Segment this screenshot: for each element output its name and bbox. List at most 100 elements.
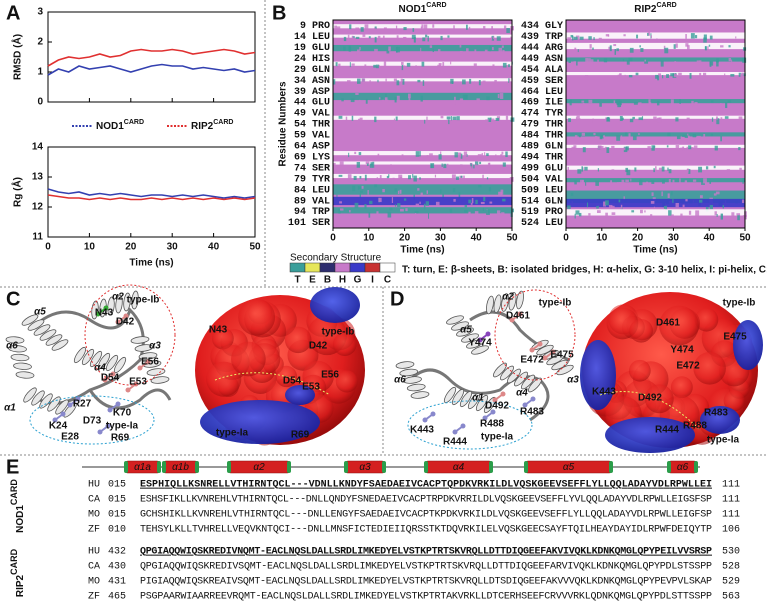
map-speck: [459, 153, 461, 157]
region-outline: [599, 391, 701, 431]
map-speck: [502, 62, 507, 68]
map-band: [333, 44, 512, 52]
map-speck: [369, 200, 373, 205]
map-speck: [708, 44, 711, 47]
map-speck: [616, 135, 621, 141]
helix-turn: [493, 294, 502, 314]
y-tick-label: 1: [37, 67, 43, 78]
map-speck: [704, 46, 707, 51]
map-band: [566, 144, 745, 148]
surface-label: R444: [655, 425, 679, 436]
map-speck: [377, 35, 381, 40]
map-speck: [611, 145, 615, 150]
surface-bump: [333, 332, 357, 356]
data-line: [47, 63, 256, 76]
map-speck: [587, 58, 591, 63]
map-speck: [576, 115, 580, 122]
map-speck: [616, 99, 620, 104]
map-speck: [584, 166, 588, 171]
surface-bump: [231, 341, 266, 377]
x-tick-label: 0: [45, 242, 51, 253]
surface-patch: [580, 340, 616, 410]
map-speck: [585, 57, 588, 63]
map-speck: [358, 152, 362, 156]
helix-turn: [45, 334, 63, 346]
map-speck: [369, 163, 373, 168]
map-speck: [726, 169, 731, 172]
map-speck: [593, 132, 596, 136]
surface-label: E53: [302, 382, 320, 393]
map-speck: [339, 161, 344, 166]
map-speck: [381, 99, 384, 103]
map-speck: [680, 147, 684, 151]
map-speck: [695, 210, 700, 217]
atom: [60, 411, 66, 417]
map-speck: [626, 60, 630, 65]
map-speck: [408, 97, 411, 102]
cartoon-label: D54: [101, 373, 120, 384]
cartoon-label: D42: [116, 317, 135, 328]
residue-label: 464 LEU: [521, 87, 563, 98]
map-speck: [464, 204, 468, 208]
map-speck: [611, 212, 616, 215]
surface-label: E56: [321, 370, 339, 381]
map-speck: [581, 166, 584, 172]
map-speck: [426, 190, 428, 194]
map-speck: [573, 61, 578, 64]
map-band: [333, 161, 512, 165]
map-speck: [482, 80, 486, 85]
cartoon-label: E475: [550, 350, 574, 361]
map-speck: [703, 72, 707, 77]
legend-label-sup: CARD: [124, 119, 144, 126]
sequence: GCHSHIKLLKVNREHLVTHIRNTQCL---DNLLENGYFSA…: [140, 510, 712, 521]
map-speck: [422, 37, 426, 42]
map-speck: [338, 208, 341, 214]
legend-label-main: RIP2: [191, 121, 214, 132]
map-speck: [401, 61, 404, 65]
map-speck: [483, 26, 486, 30]
map-speck: [703, 34, 707, 40]
cartoon-label: R488: [480, 419, 504, 430]
map-band: [333, 173, 512, 179]
plot-frame: [47, 146, 256, 238]
cartoon-label: α6: [394, 375, 406, 386]
cartoon-label: α5: [34, 307, 46, 318]
helix-label: α1a: [134, 462, 151, 473]
map-speck: [474, 161, 479, 166]
map-speck: [403, 27, 407, 31]
map-speck: [661, 166, 665, 172]
cartoon-label: D73: [83, 416, 102, 427]
map-speck: [668, 169, 672, 174]
map-speck: [497, 213, 501, 216]
map-speck: [394, 188, 398, 192]
y-tick-label: 11: [32, 232, 43, 243]
map-speck: [377, 153, 380, 160]
map-speck: [434, 174, 437, 178]
map-speck: [403, 198, 407, 201]
map-band: [566, 209, 745, 216]
seq-end: 106: [722, 525, 740, 536]
seq-end: 111: [722, 510, 740, 521]
map-speck: [658, 167, 663, 172]
map-speck: [483, 197, 486, 202]
map-speck: [348, 152, 350, 158]
map-speck: [424, 119, 426, 124]
map-speck: [715, 191, 720, 195]
map-speck: [391, 197, 394, 204]
map-speck: [592, 118, 594, 124]
map-speck: [468, 26, 471, 30]
residue-label: 54 THR: [294, 120, 330, 131]
residue-label: 479 THR: [521, 120, 563, 131]
map-speck: [405, 208, 408, 212]
map-speck: [633, 102, 638, 105]
cartoon-label: type-Ib: [127, 295, 160, 306]
map-title: NOD1CARD: [398, 2, 446, 14]
map-speck: [640, 209, 643, 214]
map-speck: [632, 135, 637, 141]
map-speck: [392, 177, 395, 184]
map-speck: [705, 166, 709, 170]
map-speck: [623, 196, 625, 201]
atom: [75, 396, 81, 402]
cartoon-label: D492: [485, 401, 509, 412]
